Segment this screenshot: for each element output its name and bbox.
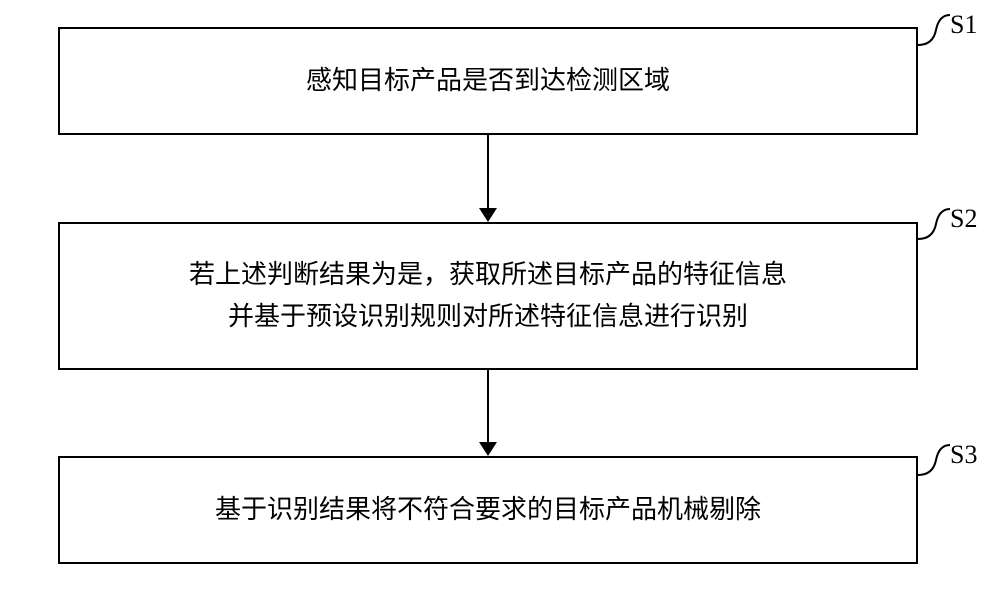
flowchart-container: 感知目标产品是否到达检测区域 S1 若上述判断结果为是，获取所述目标产品的特征信…: [0, 0, 1000, 604]
bracket-s1: [918, 10, 953, 50]
step-box-s1: 感知目标产品是否到达检测区域: [58, 27, 918, 135]
bracket-s3: [918, 440, 953, 480]
arrow-s2-s3: [479, 442, 497, 456]
step-text-s3: 基于识别结果将不符合要求的目标产品机械剔除: [215, 489, 761, 531]
step-label-s3: S3: [950, 440, 977, 470]
step-text-s2: 若上述判断结果为是，获取所述目标产品的特征信息 并基于预设识别规则对所述特征信息…: [189, 254, 787, 337]
step-label-s2: S2: [950, 204, 977, 234]
step-text-s2-line1: 若上述判断结果为是，获取所述目标产品的特征信息: [189, 260, 787, 289]
connector-s2-s3: [487, 370, 489, 442]
arrow-s1-s2: [479, 208, 497, 222]
bracket-s2: [918, 204, 953, 244]
connector-s1-s2: [487, 135, 489, 208]
step-text-s2-line2: 并基于预设识别规则对所述特征信息进行识别: [228, 302, 748, 331]
step-text-s1: 感知目标产品是否到达检测区域: [306, 60, 670, 102]
step-label-s1: S1: [950, 10, 977, 40]
step-box-s3: 基于识别结果将不符合要求的目标产品机械剔除: [58, 456, 918, 564]
step-box-s2: 若上述判断结果为是，获取所述目标产品的特征信息 并基于预设识别规则对所述特征信息…: [58, 222, 918, 370]
